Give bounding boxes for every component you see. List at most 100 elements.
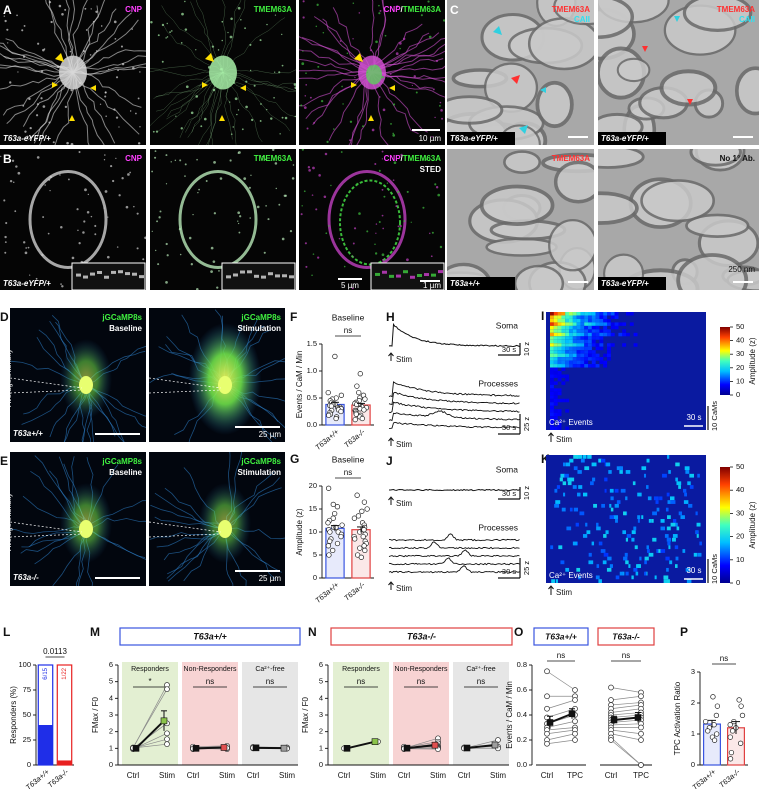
y-tick-label: 1.0 — [307, 366, 317, 375]
heatmap-cell — [567, 481, 572, 486]
speckle — [198, 188, 200, 191]
mean-line — [549, 712, 573, 724]
heatmap-cell — [670, 500, 676, 504]
speckle — [358, 12, 361, 14]
speckle — [22, 105, 25, 107]
heatmap-cell — [667, 579, 670, 583]
heatmap-cell — [643, 473, 647, 478]
heatmap-cell — [580, 318, 585, 323]
heatmap-cell — [580, 332, 585, 337]
bar — [57, 760, 72, 765]
speckle — [69, 50, 72, 53]
speckle — [139, 126, 141, 128]
heatmap-cell — [550, 364, 554, 368]
speckle — [57, 65, 60, 69]
speckle — [382, 258, 385, 261]
heatmap-cell — [561, 315, 566, 319]
heatmap-cell — [608, 470, 612, 474]
heatmap-cell — [550, 374, 554, 378]
heatmap-cell — [660, 526, 665, 531]
arrowhead — [90, 85, 96, 91]
heatmap-cell — [578, 485, 583, 489]
heatmap-cell — [550, 371, 554, 375]
heatmap-cell — [641, 515, 644, 519]
speckle — [439, 104, 441, 107]
heatmap-cell — [550, 329, 554, 333]
em-structure — [553, 160, 594, 204]
data-point — [327, 538, 333, 544]
heatmap-cell — [625, 571, 629, 576]
speckle — [245, 80, 248, 83]
em-structure — [503, 150, 542, 174]
speckle — [382, 108, 386, 112]
heatmap-cell — [603, 325, 608, 330]
heatmap-cell — [557, 353, 562, 358]
heatmap-cell — [588, 315, 592, 319]
heatmap-cell — [697, 473, 700, 478]
heatmap-cell — [622, 343, 627, 347]
heatmap-cell — [584, 322, 589, 326]
heatmap-cell — [695, 530, 699, 535]
pair-line — [610, 704, 642, 710]
heatmap-cell — [557, 423, 562, 427]
colorbar-tick-label: 50 — [736, 462, 744, 471]
inset-signal — [97, 270, 102, 274]
process-trace — [388, 391, 520, 406]
heatmap-cell — [557, 350, 562, 354]
x-tick-label: T63a+/+ — [313, 580, 341, 605]
colorbar-tick-label: 40 — [736, 336, 744, 345]
heatmap-cell — [598, 541, 603, 546]
speckle — [378, 169, 381, 172]
heatmap-cell — [675, 462, 680, 467]
heatmap-cell — [665, 556, 670, 561]
heatmap-cell — [593, 503, 598, 508]
heatmap-cell — [555, 500, 561, 504]
speckle — [250, 174, 252, 176]
data-point — [356, 389, 362, 396]
image — [10, 308, 146, 442]
heatmap-cell — [553, 409, 558, 413]
speckle — [435, 59, 439, 63]
mean-marker — [610, 716, 618, 724]
speckle — [358, 212, 361, 215]
heatmap-cell — [584, 332, 589, 337]
data-point — [710, 694, 716, 700]
speckle — [6, 28, 9, 31]
speckle — [279, 133, 281, 135]
em-structure — [685, 213, 750, 238]
speckle — [180, 42, 183, 44]
speckle — [233, 81, 236, 84]
group-name: Non-Responders — [395, 666, 448, 673]
x-tick-label: Ctrl — [398, 771, 411, 780]
y-tick-label: 0.8 — [517, 660, 527, 669]
speckle — [117, 69, 119, 72]
heatmap-cell — [609, 564, 613, 568]
heatmap-cell — [550, 322, 554, 326]
label: T63a+/+ — [13, 429, 43, 438]
heatmap-cell — [550, 312, 554, 316]
speckle — [104, 190, 108, 193]
speckle — [293, 83, 296, 86]
pair-line — [546, 720, 576, 728]
heatmap-cell — [678, 485, 681, 489]
speckle — [82, 50, 86, 53]
roi-line — [148, 389, 222, 394]
heatmap-cell — [699, 541, 702, 546]
heatmap-cell — [584, 336, 589, 340]
label: T63a-eYFP/+ — [3, 134, 51, 143]
heatmap-cell — [596, 522, 599, 527]
heatmap-cell — [667, 500, 671, 504]
heatmap-cell — [632, 481, 636, 486]
em-structure — [479, 184, 555, 226]
speckle — [196, 288, 199, 290]
y-tick-label: 15 — [309, 504, 317, 513]
heatmap-cell — [646, 458, 650, 463]
heatmap-cell — [584, 329, 589, 333]
speckle — [184, 163, 187, 166]
speckle — [253, 84, 256, 87]
panel-label: O — [514, 625, 523, 639]
x-tick-label: T63a+/+ — [313, 427, 341, 452]
inset-signal — [118, 270, 123, 274]
heatmap-cell — [569, 477, 575, 482]
label: Average Intensity — [4, 493, 13, 551]
